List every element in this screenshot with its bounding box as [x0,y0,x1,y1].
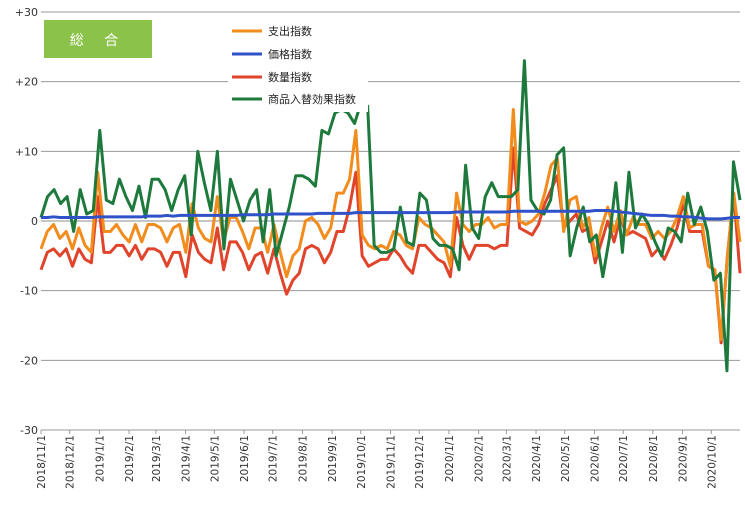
legend-item-quantity: 数量指数 [232,70,312,84]
title-badge-label: 総 合 [70,33,126,49]
grid-lines [41,11,740,431]
x-tick-label: 2020/1/1 [444,435,456,482]
legend-item-price: 価格指数 [232,47,312,61]
title-badge: 総 合 [44,20,152,58]
x-tick-label: 2019/3/1 [151,435,163,482]
x-tick-label: 2019/5/1 [209,435,221,482]
x-axis-ticks: 2018/11/1 2018/12/1 2019/1/1 2019/2/1 2019/3… [36,430,718,489]
legend-label-replacement: 商品入替効果指数 [268,92,356,106]
legend-label-quantity: 数量指数 [268,70,312,84]
x-tick-label: 2019/8/1 [297,435,309,482]
x-tick-label: 2019/4/1 [181,435,193,482]
x-tick-label: 2019/1/1 [94,435,106,482]
series-lines [39,59,742,373]
y-axis-ticks: +30 +20 +10 0 -10 -20 -30 [15,6,38,437]
x-tick-label: 2019/9/1 [327,435,339,482]
x-tick-label: 2018/11/1 [36,435,48,489]
x-tick-label: 2020/9/1 [678,435,690,482]
y-tick-label: -10 [20,285,38,298]
x-tick-label: 2020/4/1 [531,435,543,482]
x-tick-label: 2018/12/1 [65,435,77,489]
legend-label-price: 価格指数 [268,47,312,61]
y-tick-label: -30 [20,424,38,437]
x-tick-label: 2020/10/1 [706,435,718,489]
x-tick-label: 2020/2/1 [474,435,486,482]
x-tick-label: 2019/11/1 [386,435,398,489]
series-line-3 [39,59,742,373]
y-tick-label: +10 [15,145,38,158]
title-badge-box [44,20,152,58]
y-tick-label: +20 [15,76,38,89]
x-tick-label: 2020/3/1 [501,435,513,482]
legend-label-expenditure: 支出指数 [268,24,312,38]
x-tick-label: 2019/7/1 [268,435,280,482]
y-tick-label: 0 [31,215,38,228]
y-tick-label: -20 [20,354,38,367]
legend-item-expenditure: 支出指数 [232,24,312,38]
legend-item-replacement: 商品入替効果指数 [232,92,356,106]
x-tick-label: 2020/7/1 [618,435,630,482]
x-tick-label: 2019/2/1 [124,435,136,482]
x-tick-label: 2019/6/1 [239,435,251,482]
series-line-2 [39,146,742,345]
x-tick-label: 2020/6/1 [589,435,601,482]
y-tick-label: +30 [15,6,38,19]
series-line-1 [41,209,740,221]
x-tick-label: 2019/10/1 [356,435,368,489]
x-tick-label: 2020/5/1 [560,435,572,482]
x-tick-label: 2019/12/1 [414,435,426,489]
legend: 支出指数 価格指数 数量指数 商品入替効果指数 [228,16,368,112]
x-tick-label: 2020/8/1 [648,435,660,482]
